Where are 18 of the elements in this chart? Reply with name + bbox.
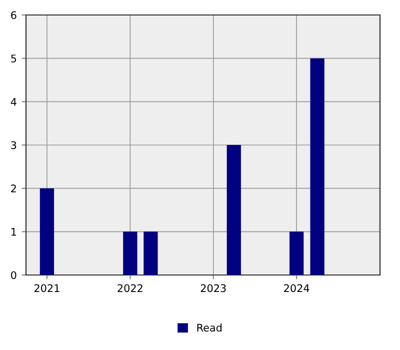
bar bbox=[40, 188, 54, 275]
y-tick-label: 5 bbox=[11, 54, 16, 62]
y-tick-label: 0 bbox=[11, 271, 16, 280]
y-tick-label: 1 bbox=[11, 228, 16, 236]
bar bbox=[290, 232, 304, 275]
x-tick-label: 2024 bbox=[284, 284, 310, 292]
y-tick-label: 4 bbox=[10, 98, 16, 106]
bar bbox=[310, 58, 324, 275]
bar bbox=[144, 232, 158, 275]
x-tick-label: 2023 bbox=[200, 284, 226, 292]
y-tick-label: 2 bbox=[11, 184, 16, 192]
legend-label: Read bbox=[197, 324, 222, 332]
y-tick-label: 3 bbox=[11, 141, 16, 150]
x-tick-label: 2022 bbox=[118, 284, 142, 292]
x-tick-label: 2021 bbox=[34, 284, 60, 292]
bar bbox=[226, 145, 241, 275]
bar bbox=[123, 232, 138, 275]
y-tick-label: 6 bbox=[11, 11, 16, 20]
